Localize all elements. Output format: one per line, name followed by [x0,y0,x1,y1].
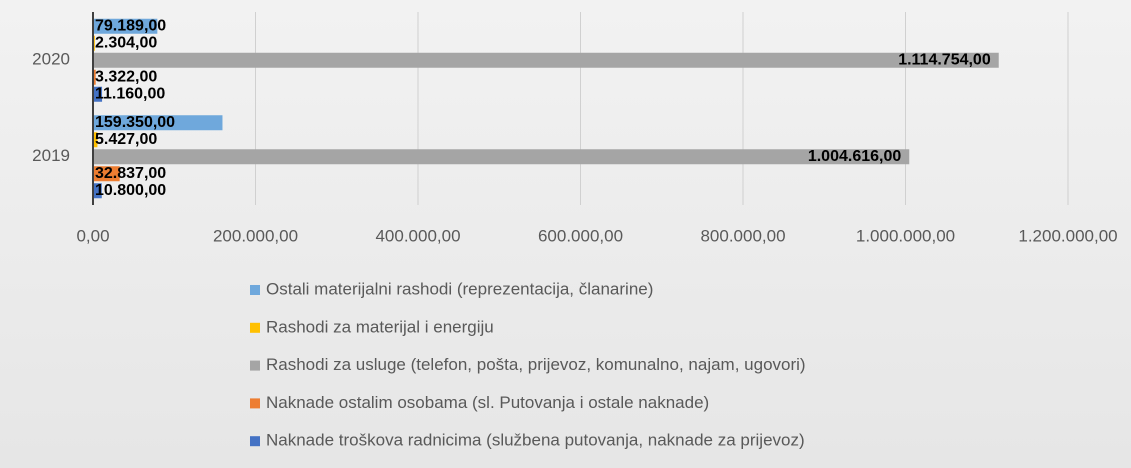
bar [93,166,120,182]
x-tick-label: 200.000,00 [213,226,298,245]
x-tick-label: 400.000,00 [375,226,460,245]
x-tick-label: 600.000,00 [538,226,623,245]
data-label: 11.160,00 [95,85,165,102]
legend-label: Rashodi za materijal i energiju [266,317,494,336]
y-tick-label: 2020 [32,50,70,69]
legend-swatch [250,398,260,409]
bar [93,149,910,165]
legend-swatch [250,436,260,447]
data-label: 2.304,00 [95,34,157,51]
x-tick-label: 800.000,00 [700,226,785,245]
bar [93,52,999,68]
legend-label: Rashodi za usluge (telefon, pošta, prije… [266,355,806,374]
data-label: 1.114.754,00 [898,51,991,68]
data-label: 1.004.616,00 [808,148,902,165]
legend-swatch [250,285,260,295]
bar [93,18,158,34]
data-label: 3.322,00 [95,68,157,85]
data-label: 79.189,00 [95,17,166,34]
x-tick-label: 1.200.000,00 [1018,226,1117,245]
bar [93,132,98,148]
data-label: 10.800,00 [95,182,166,199]
data-label: 32.837,00 [95,165,166,182]
bar [93,183,102,199]
legend-label: Ostali materijalni rashodi (reprezentaci… [266,279,653,298]
legend-swatch [250,360,260,371]
bar [93,86,103,102]
data-label: 159.350,00 [95,114,175,131]
legend-swatch [250,322,260,333]
bar [93,69,96,85]
x-tick-label: 1.000.000,00 [856,226,955,245]
x-tick-label: 0,00 [76,226,109,245]
legend-label: Naknade ostalim osobama (sl. Putovanja i… [266,393,709,412]
bar [93,115,223,131]
data-label: 5.427,00 [95,131,157,148]
y-tick-label: 2019 [32,146,70,165]
legend-label: Naknade troškova radnicima (službena put… [266,431,805,450]
